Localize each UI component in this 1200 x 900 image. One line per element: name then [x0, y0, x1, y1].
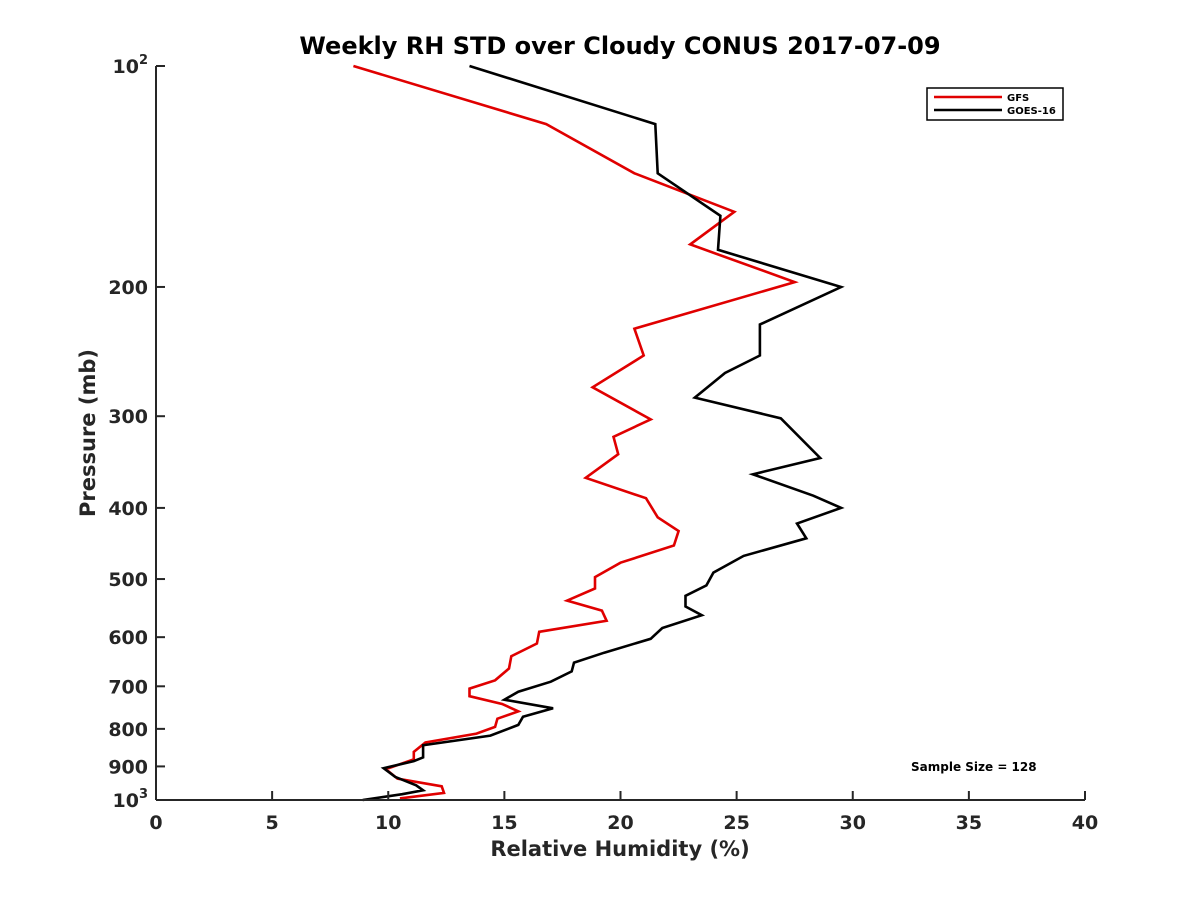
- x-ticks: 0 5 10 15 20 25 30 35 40: [149, 791, 1098, 834]
- y-axis-label: Pressure (mb): [76, 349, 100, 517]
- y-tick-label: 900: [108, 756, 148, 778]
- series-line-gfs: [353, 64, 799, 800]
- legend-box: [926, 87, 1064, 121]
- y-tick-label: 400: [108, 498, 148, 520]
- x-axis-label: Relative Humidity (%): [490, 837, 749, 861]
- x-tick-label: 30: [840, 812, 866, 834]
- x-tick-label: 15: [491, 812, 517, 834]
- x-tick-label: 5: [266, 812, 279, 834]
- y-tick-label: 500: [108, 569, 148, 591]
- x-tick-label: 40: [1072, 812, 1098, 834]
- series-line-goes16: [362, 64, 845, 802]
- sample-size-annotation: Sample Size = 128: [911, 760, 1037, 774]
- y-tick-label: 700: [108, 676, 148, 698]
- y-tick-label: 102: [113, 53, 149, 78]
- x-tick-label: 0: [149, 812, 162, 834]
- x-tick-label: 25: [723, 812, 749, 834]
- x-tick-label: 35: [956, 812, 982, 834]
- series-layer: [353, 64, 845, 802]
- x-tick-label: 20: [607, 812, 633, 834]
- y-tick-label: 300: [108, 406, 148, 428]
- y-tick-label: 800: [108, 719, 148, 741]
- legend-label-gfs: GFS: [1007, 93, 1029, 104]
- legend: GFS GOES-16: [926, 87, 1064, 121]
- x-tick-label: 10: [375, 812, 401, 834]
- y-ticks: 102 200 300 400 500 600 700 800 900 103: [108, 53, 165, 812]
- legend-label-goes16: GOES-16: [1007, 106, 1056, 117]
- y-tick-label: 200: [108, 277, 148, 299]
- chart-title: Weekly RH STD over Cloudy CONUS 2017-07-…: [299, 32, 940, 60]
- y-tick-label: 600: [108, 627, 148, 649]
- y-tick-label: 103: [113, 787, 149, 812]
